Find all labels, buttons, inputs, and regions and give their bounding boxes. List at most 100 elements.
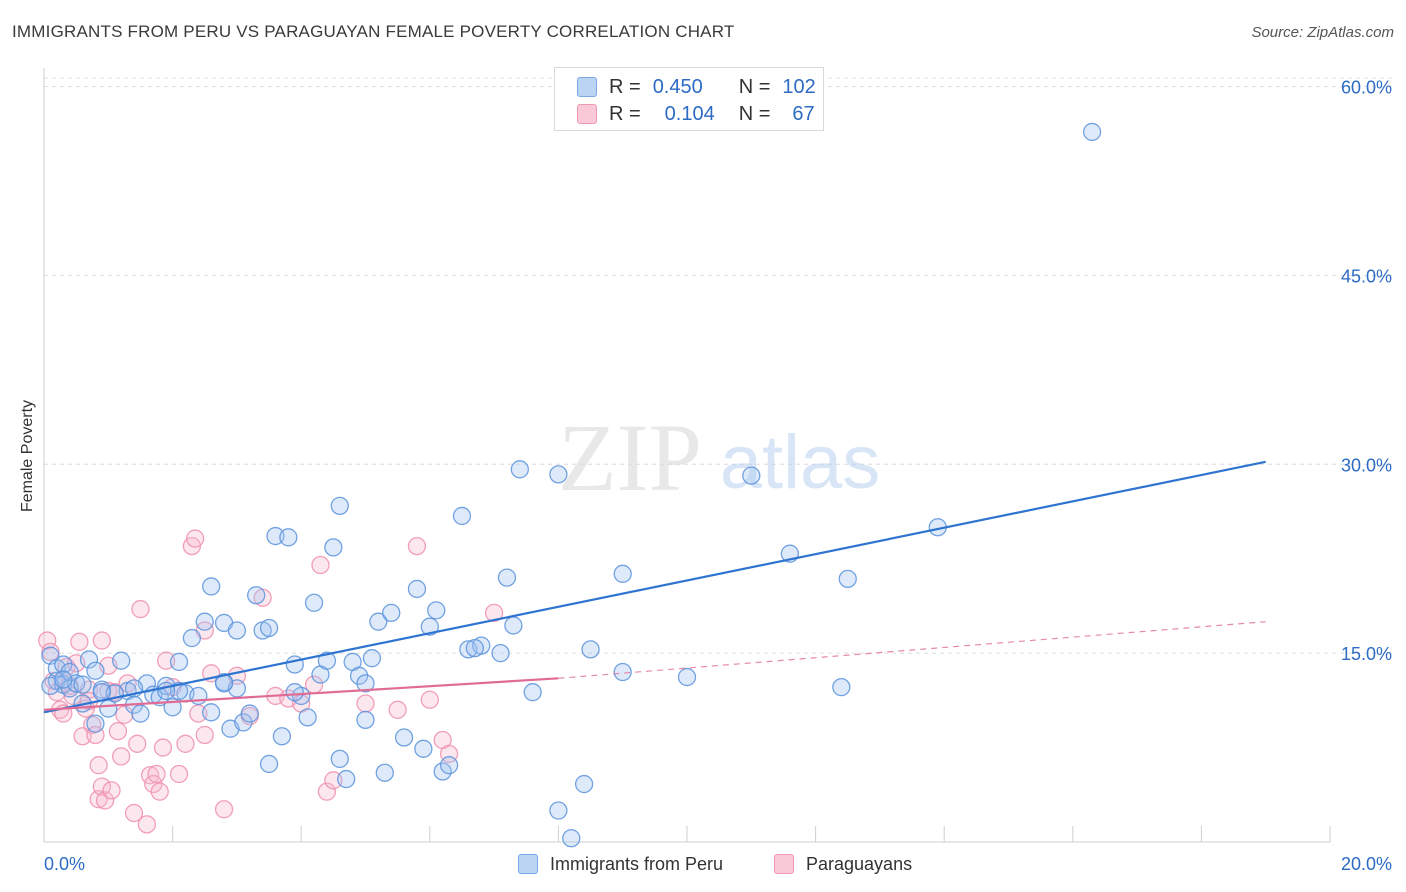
data-point [356,674,375,693]
data-point [549,465,568,484]
data-point [150,782,169,801]
data-point [349,666,369,685]
x-tick-label: 20.0% [1341,854,1392,874]
data-point [510,460,529,479]
data-point [407,536,427,556]
data-point [202,703,221,722]
data-point [247,586,266,605]
trend-line [43,677,559,711]
data-point [182,628,202,648]
r-label: R = [609,75,641,98]
data-point [86,714,105,733]
legend-paraguayans-swatch [774,854,794,874]
data-point [838,569,857,589]
stats-row-peru: R = 0.450 N = 102 [577,74,816,100]
trend-line-extension [558,621,1266,679]
data-point [491,643,510,663]
stats-box: R = 0.450 N = 102 R = 0.104 N = 67 [554,67,824,131]
data-point [356,710,375,730]
data-point [298,708,317,727]
data-point [128,734,147,753]
data-point [169,681,189,701]
data-point [240,704,259,723]
data-point [54,655,73,674]
data-point [259,754,279,774]
data-point [375,763,394,782]
data-point [465,638,484,658]
data-point [317,651,337,670]
data-point [317,782,337,801]
data-point [92,631,112,650]
data-point [523,683,542,702]
data-point [124,803,144,823]
data-point [285,683,304,702]
y-tick-label: 30.0% [1341,455,1392,475]
y-tick-label: 60.0% [1341,78,1392,98]
data-point [362,649,382,668]
source-credit: Source: ZipAtlas.com [1251,24,1394,41]
data-point [195,725,214,745]
tick-labels: 15.0% 30.0% 45.0% 60.0% 0.0% 20.0% [44,78,1392,874]
data-point [504,616,523,635]
stats-row-paraguayans: R = 0.104 N = 67 [577,101,815,127]
data-point [414,739,433,758]
data-point [382,603,401,623]
gridlines [44,77,1392,654]
data-point [439,756,459,775]
data-point [99,699,118,718]
x-tick-label: 0.0% [44,854,85,874]
data-point [153,738,173,757]
data-point [169,764,189,784]
peru-swatch [577,77,597,97]
data-point [484,603,504,623]
data-point [195,612,214,631]
y-tick-label: 45.0% [1341,266,1392,286]
data-point [394,728,414,747]
data-point [214,800,234,819]
data-point [285,655,304,674]
data-point [562,829,581,848]
data-point [169,652,189,672]
data-point [70,632,89,651]
data-point [832,677,851,697]
data-point [89,756,108,775]
data-point [108,722,128,741]
data-point [102,781,121,800]
legend-item-peru[interactable]: Immigrants from Peru [518,852,723,876]
data-point [407,579,427,599]
data-point [176,734,195,753]
data-point [227,621,247,640]
data-point [742,466,761,485]
legend-item-paraguayans[interactable]: Paraguayans [774,852,912,876]
data-point [272,727,292,746]
data-point [427,601,446,620]
data-point [549,801,568,820]
data-point [144,774,163,794]
data-point [420,617,439,636]
data-point [304,593,324,612]
n-value: 102 [782,75,816,98]
r-value: 0.450 [652,75,703,98]
chart-title: IMMIGRANTS FROM PERU VS PARAGUAYAN FEMAL… [12,22,735,41]
legend-peru-swatch [518,854,538,874]
data-point [279,528,298,547]
data-point [581,640,600,659]
data-point [202,577,221,596]
trend-line [43,460,1266,714]
legend-peru-label: Immigrants from Peru [550,853,724,874]
data-point [574,774,594,794]
data-point [677,667,697,687]
data-point [388,700,407,719]
data-point [92,777,112,796]
n-label: N = [738,102,771,125]
data-point [147,764,166,784]
data-point [54,670,73,689]
data-point [497,568,517,587]
data-point [311,555,330,575]
data-point [79,650,99,669]
data-point [112,651,131,670]
data-point [356,694,375,713]
data-point [131,599,150,619]
paraguayans-swatch [577,104,597,124]
data-point [324,538,343,557]
